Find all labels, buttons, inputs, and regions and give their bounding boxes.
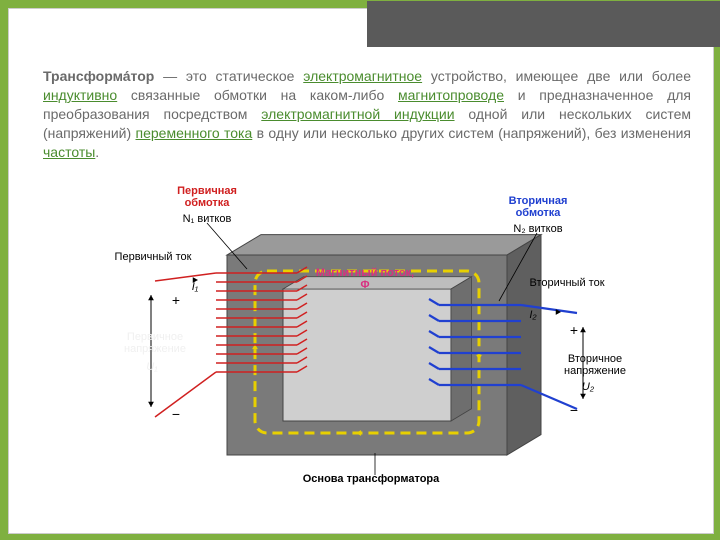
slide-frame: Трансформа́тор — это статическое электро…	[8, 8, 714, 534]
label-primary-current: Первичный ток	[113, 251, 193, 263]
label-secondary-winding: Вторичная обмотка	[491, 195, 585, 219]
minus-right: −	[567, 403, 581, 418]
term-transformer: Трансформа́тор	[43, 68, 154, 84]
t1: устройство, имеющее две или более	[422, 68, 691, 84]
t2: связанные обмотки на каком-либо	[117, 87, 398, 103]
label-primary-voltage: Первичное напряжение	[113, 331, 197, 355]
link-ac[interactable]: переменного тока	[136, 125, 253, 141]
label-n1: N₁ витков	[162, 213, 252, 225]
label-i2: I₂	[523, 309, 543, 321]
label-flux: Магнитный поток, Φ	[315, 267, 415, 291]
link-electromagnetic[interactable]: электромагнитное	[303, 68, 422, 84]
link-magnetic-core[interactable]: магнитопроводе	[398, 87, 504, 103]
label-primary-winding: Первичная обмотка	[162, 185, 252, 209]
link-em-induction[interactable]: электромагнитной индукции	[261, 106, 454, 122]
label-secondary-voltage: Вторичное напряжение	[555, 353, 635, 377]
minus-left: −	[169, 407, 183, 422]
label-secondary-current: Вторичный ток	[527, 277, 607, 289]
label-n2: N₂ витков	[491, 223, 585, 235]
label-u2: U₂	[573, 381, 603, 393]
plus-left: +	[169, 293, 183, 308]
t6: .	[95, 144, 99, 160]
plus-right: +	[567, 323, 581, 338]
label-core: Основа трансформатора	[301, 473, 441, 485]
definition-paragraph: Трансформа́тор — это статическое электро…	[43, 67, 691, 161]
label-u1: U₁	[137, 361, 167, 373]
title-bar-stub	[367, 1, 720, 47]
transformer-diagram: Первичная обмотка N₁ витков Первичный то…	[107, 185, 627, 525]
t5: в одну или несколько других систем (напр…	[252, 125, 691, 141]
label-i1: I₁	[185, 281, 205, 293]
link-inductive[interactable]: индуктивно	[43, 87, 117, 103]
t-dash: — это статическое	[154, 68, 303, 84]
link-frequency[interactable]: частоты	[43, 144, 95, 160]
